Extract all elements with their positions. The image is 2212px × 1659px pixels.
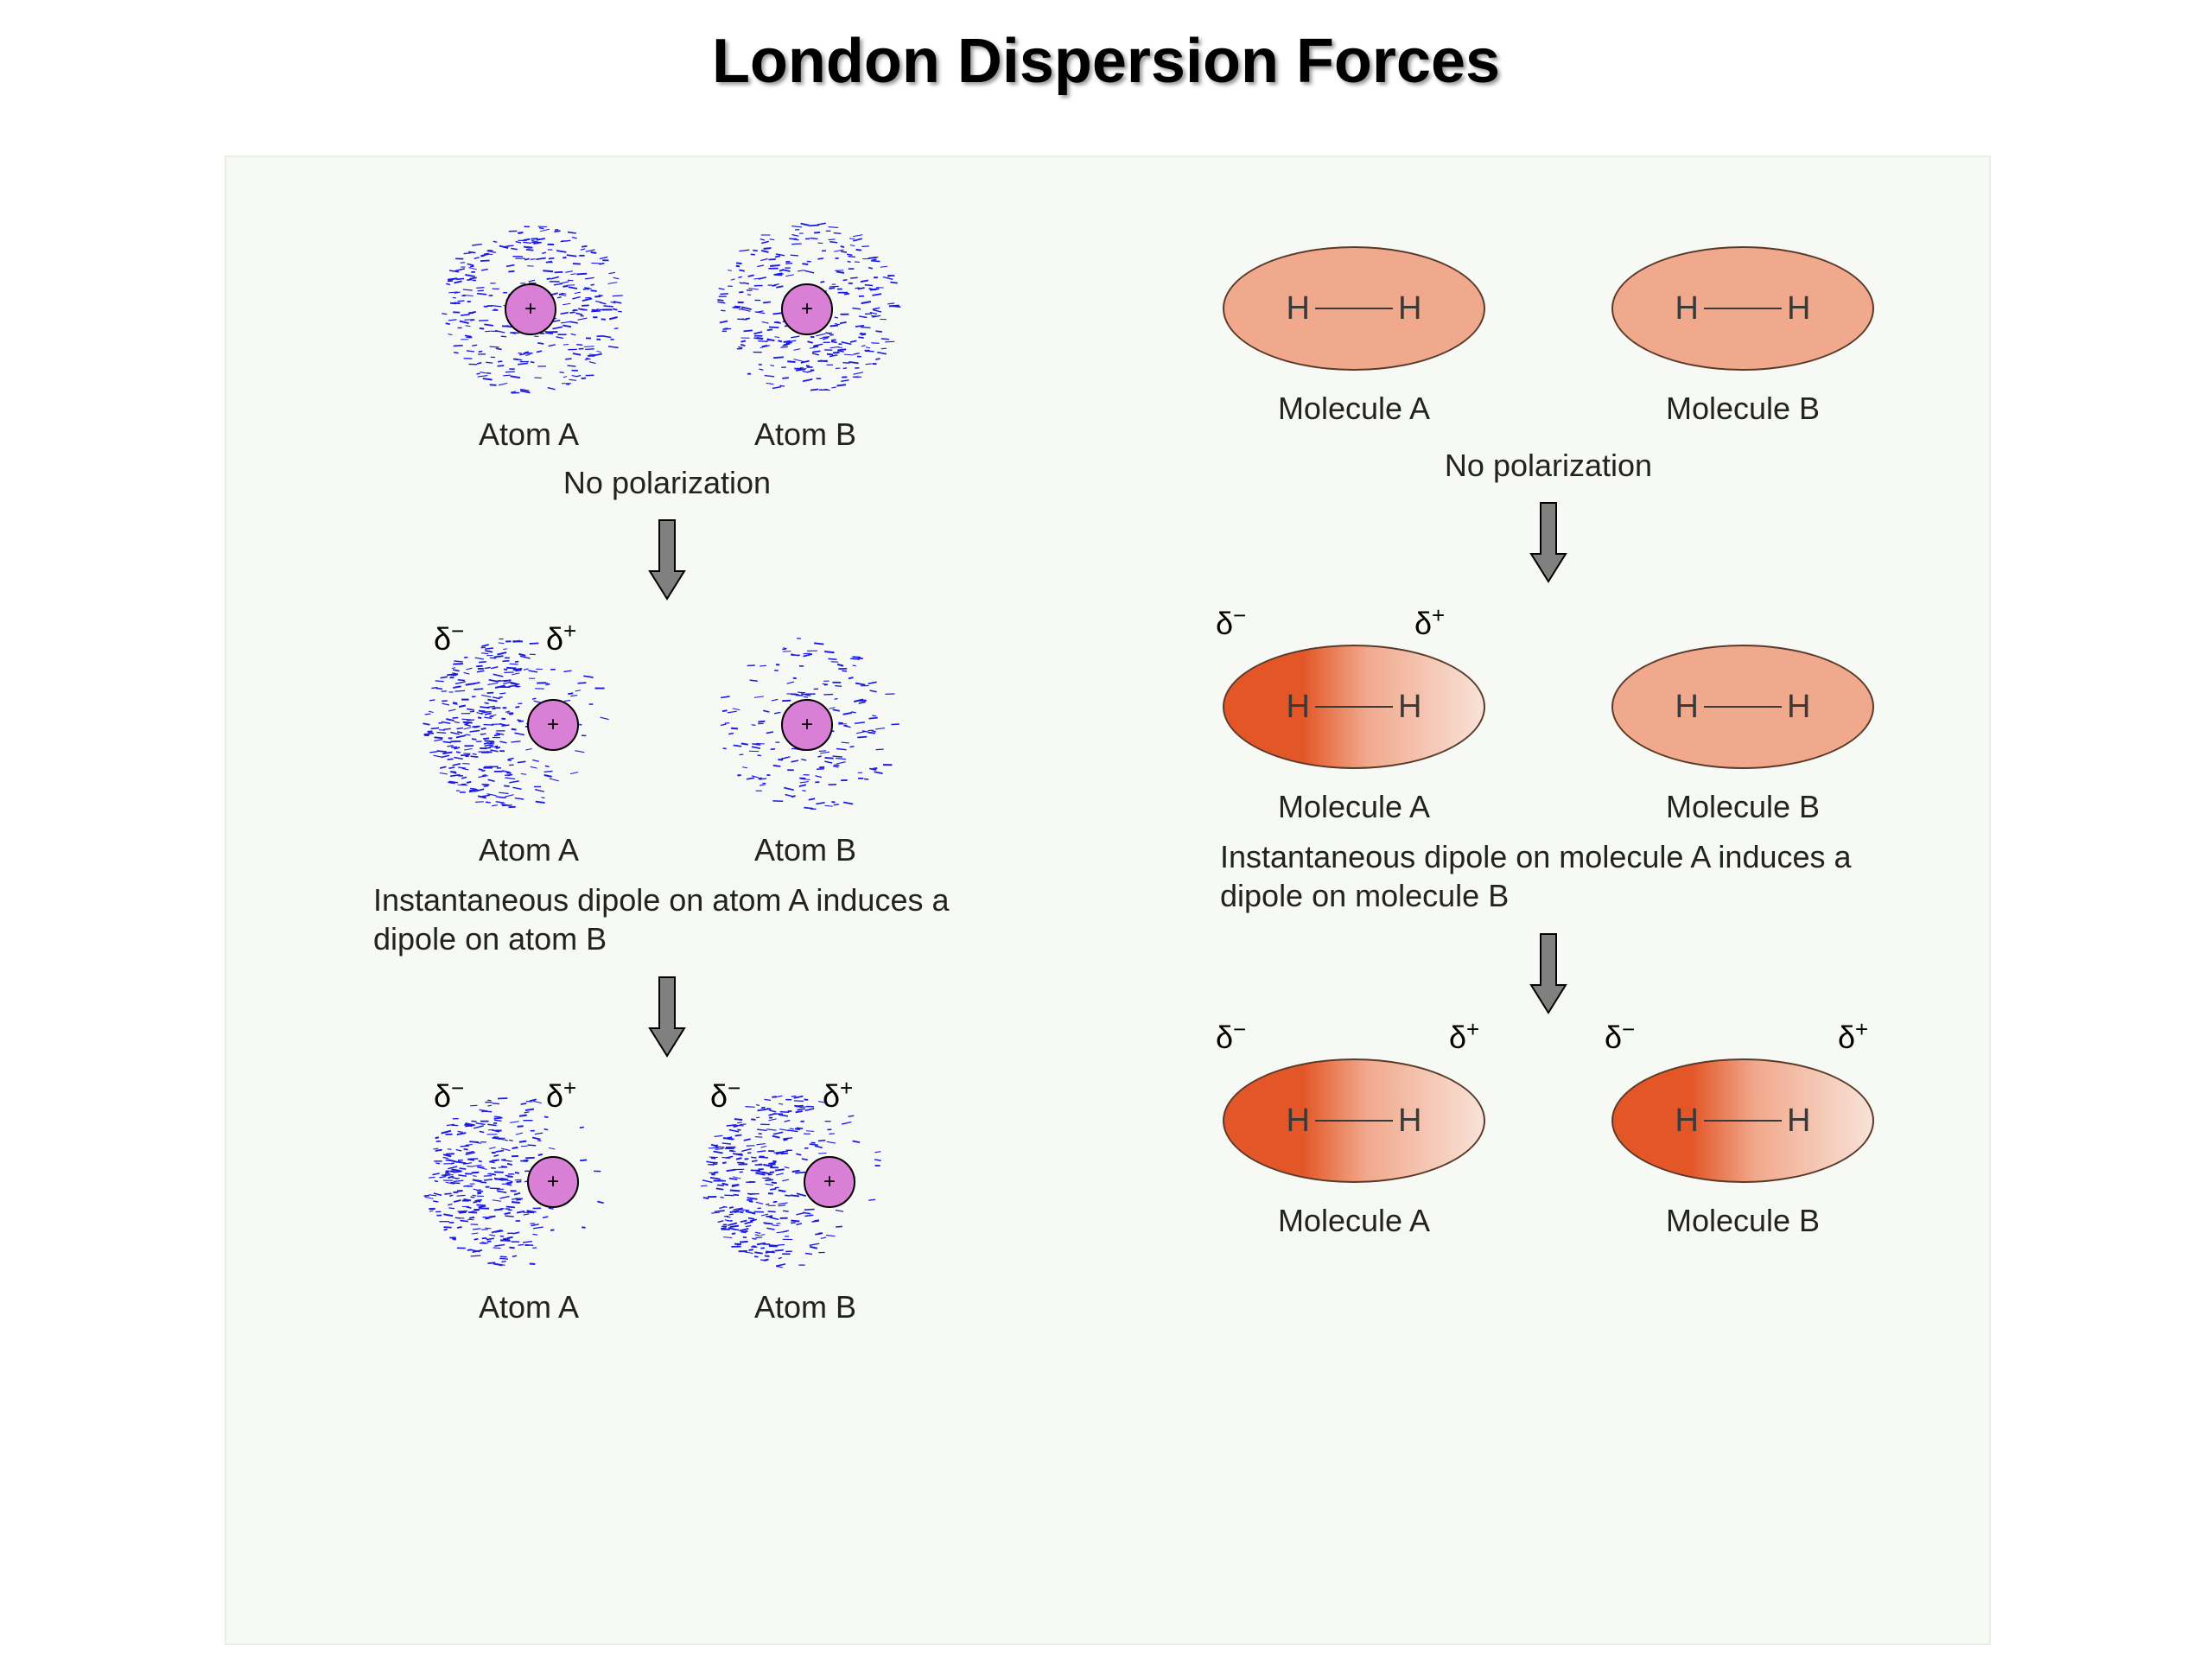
right-stage-1-pair: H H Molecule A	[1207, 235, 1890, 427]
atom-a-3: δ− δ+ + Atom A	[416, 1082, 641, 1325]
right-stage-2-caption: Instantaneous dipole on molecule A induc…	[1220, 837, 1877, 915]
page: London Dispersion Forces + Atom A	[0, 0, 2212, 1659]
left-stage-2-pair: δ− δ+ + Atom A + At	[416, 625, 918, 868]
molecule-ellipse: H H	[1596, 633, 1890, 780]
bond-icon: H H	[1281, 689, 1427, 726]
arrow-down-icon	[648, 976, 686, 1058]
atom-a-label: Atom A	[416, 1289, 641, 1325]
ellipse-icon: H H	[1223, 1058, 1485, 1183]
molecule-ellipse: H H	[1207, 235, 1501, 382]
left-stage-1-caption: No polarization	[563, 465, 771, 501]
nucleus-icon: +	[527, 1156, 579, 1208]
atom-b-label: Atom B	[693, 416, 918, 453]
nucleus-charge: +	[801, 297, 813, 321]
bond-icon: H H	[1670, 1103, 1816, 1140]
atom-a-2: δ− δ+ + Atom A	[416, 625, 641, 868]
right-stage-2-pair: δ− δ+ H H Molecule A	[1207, 633, 1890, 825]
molecule-b-3: δ− δ+ H H Molecule B	[1596, 1047, 1890, 1239]
atom-b-label: Atom B	[693, 832, 918, 868]
ellipse-icon: H H	[1223, 246, 1485, 371]
nucleus-icon: +	[804, 1156, 855, 1208]
nucleus-charge: +	[801, 713, 813, 737]
molecule-a-label: Molecule A	[1207, 1203, 1501, 1239]
molecule-a-label: Molecule A	[1207, 391, 1501, 427]
nucleus-icon: +	[781, 283, 833, 335]
columns: + Atom A + Atom B No polarization	[226, 157, 1989, 1643]
left-stage-3-pair: δ− δ+ + Atom A δ− δ+	[416, 1082, 918, 1325]
right-stage-1-caption: No polarization	[1445, 448, 1652, 484]
atom-b-3: δ− δ+ + Atom B	[693, 1082, 918, 1325]
atom-cloud: +	[693, 625, 918, 823]
atom-cloud: δ− δ+ +	[693, 1082, 918, 1281]
arrow-down-icon	[1529, 932, 1567, 1014]
ellipse-icon: H H	[1611, 1058, 1874, 1183]
molecule-a-label: Molecule A	[1207, 789, 1501, 825]
right-column: H H Molecule A	[1108, 157, 1989, 1643]
arrow-down-icon	[1529, 501, 1567, 583]
atom-a-label: Atom A	[416, 416, 641, 453]
ellipse-icon: H H	[1611, 246, 1874, 371]
page-title: London Dispersion Forces	[0, 26, 2212, 97]
molecule-b-label: Molecule B	[1596, 1203, 1890, 1239]
molecule-ellipse: δ− δ+ H H	[1207, 633, 1501, 780]
molecule-ellipse: H H	[1596, 235, 1890, 382]
molecule-b-label: Molecule B	[1596, 789, 1890, 825]
right-stage-3-pair: δ− δ+ H H Molecule A	[1207, 1047, 1890, 1239]
delta-plus-label: δ+	[1449, 1016, 1479, 1056]
arrow-down-icon	[648, 518, 686, 601]
delta-plus-label: δ+	[1838, 1016, 1868, 1056]
nucleus-charge: +	[524, 297, 537, 321]
delta-plus-label: δ+	[1414, 602, 1445, 642]
delta-minus-label: δ−	[1605, 1016, 1635, 1056]
bond-icon: H H	[1281, 1103, 1427, 1140]
molecule-a-1: H H Molecule A	[1207, 235, 1501, 427]
atom-cloud: +	[693, 209, 918, 408]
bond-icon: H H	[1670, 290, 1816, 327]
molecule-a-2: δ− δ+ H H Molecule A	[1207, 633, 1501, 825]
bond-icon: H H	[1670, 689, 1816, 726]
left-stage-1: + Atom A + Atom B No polarization	[226, 192, 1108, 501]
right-stage-1: H H Molecule A	[1108, 192, 1989, 484]
atom-b-1: + Atom B	[693, 209, 918, 453]
atom-cloud: δ− δ+ +	[416, 625, 641, 823]
molecule-b-label: Molecule B	[1596, 391, 1890, 427]
atom-a-1: + Atom A	[416, 209, 641, 453]
delta-minus-label: δ−	[1216, 602, 1246, 642]
diagram-panel: + Atom A + Atom B No polarization	[225, 156, 1991, 1645]
nucleus-charge: +	[547, 713, 559, 737]
left-stage-3: δ− δ+ + Atom A δ− δ+	[226, 1065, 1108, 1325]
atom-a-label: Atom A	[416, 832, 641, 868]
left-stage-2-caption: Instantaneous dipole on atom A induces a…	[373, 880, 961, 958]
atom-cloud: +	[416, 209, 641, 408]
ellipse-icon: H H	[1611, 645, 1874, 769]
right-stage-3: δ− δ+ H H Molecule A	[1108, 1021, 1989, 1239]
molecule-b-2: H H Molecule B	[1596, 633, 1890, 825]
ellipse-icon: H H	[1223, 645, 1485, 769]
left-stage-1-pair: + Atom A + Atom B	[416, 209, 918, 453]
molecule-b-1: H H Molecule B	[1596, 235, 1890, 427]
atom-b-2: + Atom B	[693, 625, 918, 868]
nucleus-charge: +	[823, 1170, 836, 1194]
left-stage-2: δ− δ+ + Atom A + At	[226, 607, 1108, 958]
molecule-ellipse: δ− δ+ H H	[1207, 1047, 1501, 1194]
nucleus-icon: +	[781, 699, 833, 751]
bond-icon: H H	[1281, 290, 1427, 327]
delta-minus-label: δ−	[1216, 1016, 1246, 1056]
molecule-a-3: δ− δ+ H H Molecule A	[1207, 1047, 1501, 1239]
nucleus-icon: +	[527, 699, 579, 751]
left-column: + Atom A + Atom B No polarization	[226, 157, 1108, 1643]
molecule-ellipse: δ− δ+ H H	[1596, 1047, 1890, 1194]
nucleus-charge: +	[547, 1170, 559, 1194]
right-stage-2: δ− δ+ H H Molecule A	[1108, 590, 1989, 915]
nucleus-icon: +	[505, 283, 556, 335]
atom-cloud: δ− δ+ +	[416, 1082, 641, 1281]
atom-b-label: Atom B	[693, 1289, 918, 1325]
